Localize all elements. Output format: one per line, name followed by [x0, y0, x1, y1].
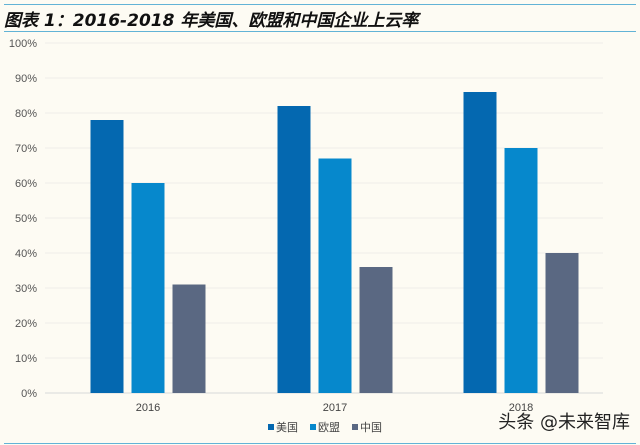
- y-tick-label: 100%: [9, 38, 37, 50]
- chart-title: 图表 1：2016-2018 年美国、欧盟和中国企业上云率: [4, 11, 419, 31]
- y-tick-label: 60%: [15, 178, 37, 190]
- y-tick-label: 80%: [15, 108, 37, 120]
- watermark: 头条 @未来智库: [498, 412, 630, 433]
- y-tick-label: 20%: [15, 318, 37, 330]
- x-tick-label: 2017: [323, 402, 347, 414]
- bottom-rule: [4, 443, 636, 444]
- x-tick-label: 2018: [509, 402, 533, 414]
- legend-label: 中国: [360, 421, 382, 434]
- bar-2016-欧盟: [131, 183, 165, 393]
- legend-label: 欧盟: [318, 421, 340, 434]
- y-tick-label: 0%: [21, 388, 37, 400]
- bar-2017-美国: [277, 106, 311, 393]
- title-rule: [4, 31, 636, 32]
- legend-swatch: [310, 424, 316, 430]
- y-tick-label: 40%: [15, 248, 37, 260]
- x-tick-label: 2016: [136, 402, 160, 414]
- bar-2018-中国: [545, 253, 579, 393]
- bar-2018-欧盟: [504, 148, 538, 393]
- y-tick-label: 50%: [15, 213, 37, 225]
- legend-swatch: [268, 424, 274, 430]
- bar-2018-美国: [463, 92, 497, 393]
- bar-2016-美国: [90, 120, 124, 393]
- bar-2016-中国: [172, 284, 206, 393]
- y-tick-label: 10%: [15, 353, 37, 365]
- legend-label: 美国: [276, 421, 298, 434]
- y-tick-label: 70%: [15, 143, 37, 155]
- legend-swatch: [352, 424, 358, 430]
- top-rule: [4, 4, 636, 5]
- y-tick-label: 30%: [15, 283, 37, 295]
- y-tick-label: 90%: [15, 73, 37, 85]
- bar-2017-欧盟: [318, 158, 352, 393]
- bar-2017-中国: [359, 267, 393, 393]
